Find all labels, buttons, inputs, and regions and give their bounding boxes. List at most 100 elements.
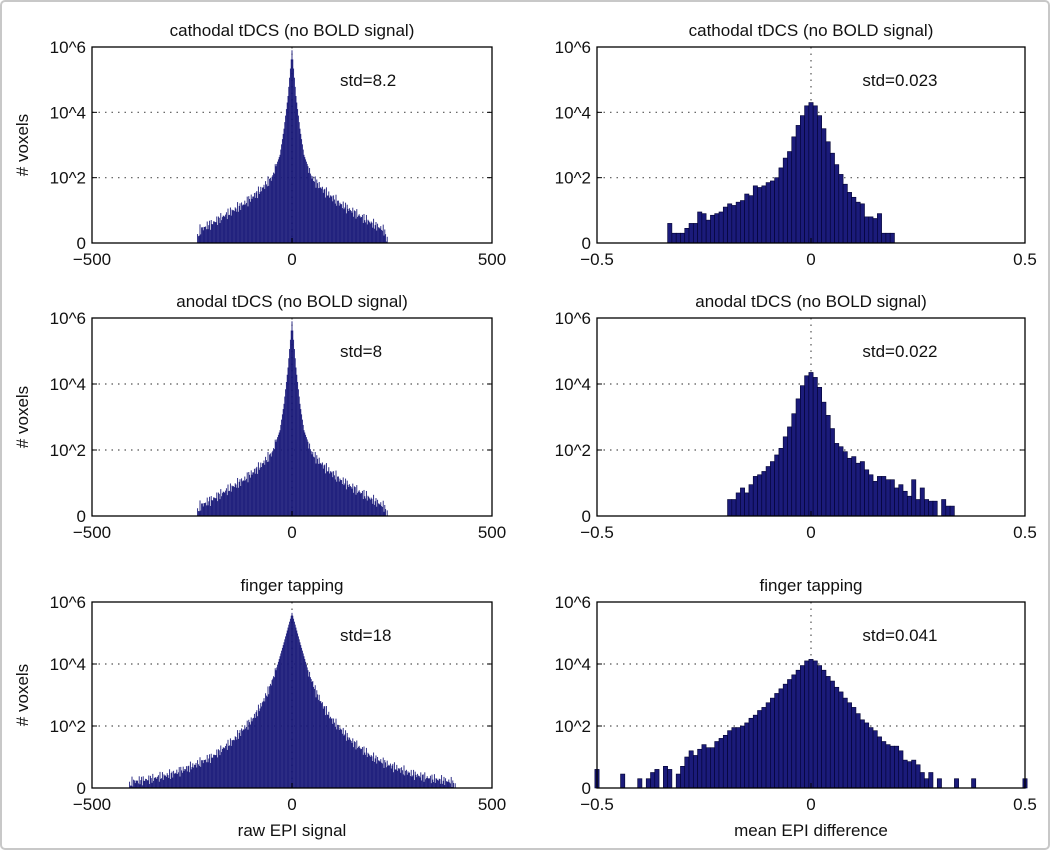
histogram-bar	[872, 730, 878, 789]
histogram-bar	[243, 204, 245, 243]
histogram-bar	[434, 782, 436, 788]
histogram-bar	[237, 202, 239, 243]
histogram-bar	[181, 772, 183, 788]
histogram-bar	[885, 744, 891, 789]
histogram-bar	[277, 437, 279, 516]
histogram-bar	[238, 205, 240, 243]
histogram-bar	[821, 128, 827, 244]
histogram-bar	[302, 149, 304, 243]
histogram-bar	[254, 717, 256, 788]
histogram-bar	[246, 472, 248, 516]
histogram-bar	[294, 86, 296, 243]
y-tick-label: 10^4	[50, 655, 86, 674]
histogram-bar	[381, 506, 383, 516]
std-annotation: std=0.022	[862, 342, 937, 361]
histogram-bar	[889, 232, 895, 244]
histogram-bar	[233, 486, 235, 516]
histogram-bar	[222, 747, 224, 788]
histogram-bar	[265, 695, 267, 788]
histogram-bar	[155, 777, 157, 788]
histogram-bar	[179, 776, 181, 788]
histogram-bar	[333, 195, 335, 243]
histogram-bar	[208, 758, 210, 788]
histogram-bar	[314, 176, 316, 243]
histogram-bar	[375, 755, 377, 788]
histogram-bar	[825, 141, 831, 244]
histogram-bar	[799, 115, 805, 244]
histogram-bar	[273, 676, 275, 788]
histogram-bar	[337, 200, 339, 243]
histogram-bar	[190, 769, 192, 788]
histogram-bar	[277, 159, 279, 243]
histogram-bar	[373, 218, 375, 243]
histogram-bar	[362, 754, 364, 788]
histogram-bar	[356, 209, 358, 243]
histogram-bar	[675, 773, 681, 789]
histogram-bar	[329, 197, 331, 243]
histogram-bar	[225, 214, 227, 243]
histogram-bar	[445, 778, 447, 788]
histogram-bar	[231, 740, 233, 788]
histogram-bar	[257, 716, 259, 788]
histogram-bar	[817, 386, 822, 517]
histogram-bar	[265, 460, 267, 516]
histogram-bar	[257, 186, 259, 243]
histogram-bar	[337, 724, 339, 788]
histogram-bar	[154, 777, 156, 788]
histogram-bar	[213, 497, 215, 516]
histogram-bar	[349, 737, 351, 788]
histogram-bar	[145, 778, 147, 788]
y-tick-label: 0	[77, 507, 86, 526]
histogram-bar	[260, 186, 262, 243]
histogram-bar	[217, 749, 219, 788]
histogram-bar	[339, 202, 341, 243]
histogram-bar	[778, 688, 784, 789]
histogram-bar	[169, 778, 171, 788]
histogram-bar	[230, 215, 232, 243]
histogram-bar	[253, 717, 255, 788]
histogram-bar	[275, 441, 277, 516]
histogram-bar	[213, 754, 215, 788]
histogram-bar	[263, 184, 265, 243]
histogram-bar	[430, 783, 432, 788]
histogram-bar	[163, 774, 165, 788]
histogram-bar	[303, 430, 305, 516]
histogram-bar	[148, 775, 150, 788]
histogram-bar	[356, 485, 358, 516]
histogram-bar	[361, 748, 363, 788]
histogram-bar	[211, 757, 213, 788]
histogram-bar	[842, 697, 848, 789]
histogram-bar	[241, 202, 243, 243]
histogram-bar	[294, 358, 296, 516]
histogram-bar	[731, 205, 737, 244]
histogram-bar	[321, 702, 323, 788]
histogram-bar	[341, 729, 343, 788]
y-tick-label: 10^6	[555, 38, 591, 57]
histogram-bar	[186, 771, 188, 788]
histogram-bar	[232, 486, 234, 516]
histogram-bar	[370, 497, 372, 516]
histogram-bar	[817, 665, 822, 789]
histogram-bar	[421, 780, 423, 788]
histogram-bar	[782, 436, 788, 517]
histogram-bar	[373, 761, 375, 788]
histogram-bar	[381, 230, 383, 243]
histogram-bar	[240, 209, 242, 243]
histogram-bar	[382, 224, 384, 243]
histogram-bar	[355, 749, 357, 788]
histogram-bar	[851, 456, 857, 517]
histogram-bar	[319, 463, 321, 516]
histogram-bar	[304, 659, 306, 788]
histogram-bar	[425, 778, 427, 788]
histogram-bar	[675, 232, 681, 244]
x-tick-label: 0	[287, 250, 296, 269]
histogram-bar	[332, 477, 334, 516]
histogram-bar	[249, 722, 251, 788]
histogram-bar	[402, 774, 404, 788]
histogram-bar	[369, 756, 371, 788]
histogram-bar	[431, 774, 433, 788]
histogram-bar	[825, 676, 831, 789]
histogram-bar	[748, 195, 754, 244]
histogram-bar	[782, 157, 788, 244]
